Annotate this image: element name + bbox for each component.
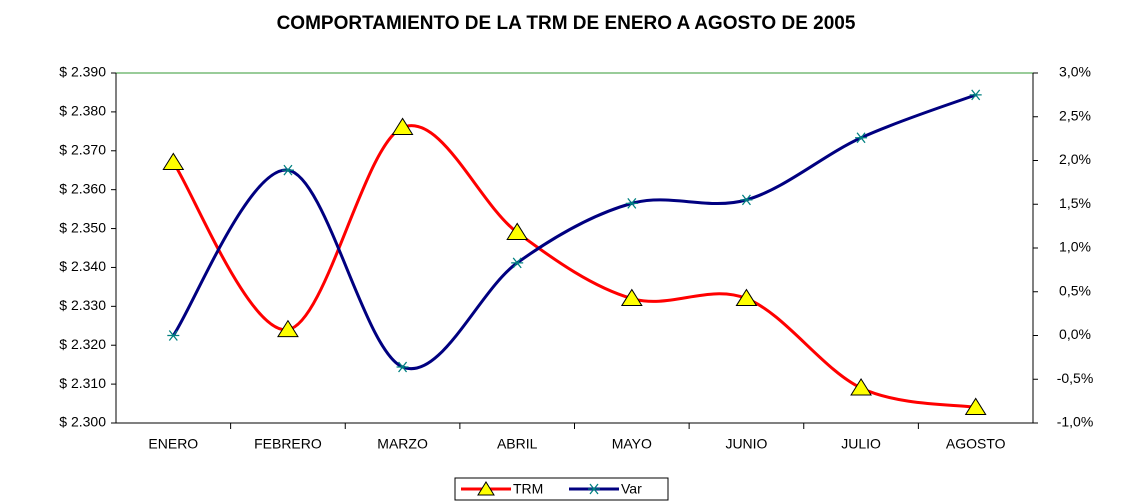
x-tick-label: MAYO (612, 436, 652, 452)
x-tick-label: JUNIO (725, 436, 767, 452)
marker-triangle (277, 319, 299, 338)
y2-tick-label: 1,5% (1059, 195, 1091, 211)
y2-tick-label: 2,0% (1059, 151, 1091, 167)
y-tick-label: $ 2.360 (59, 180, 106, 196)
marker-asterisk (396, 361, 409, 373)
y2-tick-label: 0,0% (1059, 326, 1091, 342)
y2-tick-label: 0,5% (1059, 282, 1091, 298)
chart-title: COMPORTAMIENTO DE LA TRM DE ENERO A AGOS… (277, 13, 856, 34)
y-tick-label: $ 2.300 (59, 414, 106, 430)
marker-asterisk (511, 257, 524, 269)
y-tick-label: $ 2.320 (59, 336, 106, 352)
marker-triangle (850, 378, 872, 396)
marker-triangle (964, 397, 987, 415)
x-tick-label: ENERO (148, 436, 198, 452)
marker-asterisk (281, 164, 294, 176)
legend-label: Var (621, 481, 642, 497)
marker-triangle (391, 117, 414, 135)
y-tick-label: $ 2.350 (59, 219, 106, 235)
legend-box (454, 477, 669, 501)
y2-tick-label: 2,5% (1059, 107, 1091, 123)
marker-asterisk (855, 132, 868, 144)
marker-triangle (620, 288, 643, 307)
x-tick-label: AGOSTO (946, 436, 1006, 452)
series-line (172, 124, 976, 409)
marker-triangle (162, 152, 185, 170)
x-tick-label: FEBRERO (254, 436, 322, 452)
legend-marker (588, 483, 600, 495)
y-tick-label: $ 2.340 (59, 258, 106, 274)
marker-triangle (735, 288, 758, 307)
marker-asterisk (167, 330, 180, 341)
y-tick-label: $ 2.310 (59, 375, 106, 391)
marker-asterisk (969, 89, 982, 101)
x-tick-label: MARZO (377, 436, 428, 452)
y2-tick-label: -1,0% (1057, 414, 1094, 430)
y2-tick-label: -0,5% (1057, 370, 1094, 386)
y-tick-label: $ 2.390 (59, 64, 106, 80)
y2-tick-label: 1,0% (1059, 239, 1091, 255)
marker-asterisk (625, 197, 638, 209)
y-tick-label: $ 2.330 (59, 297, 106, 313)
legend-label: TRM (513, 481, 543, 497)
y-tick-label: $ 2.370 (59, 141, 106, 157)
marker-asterisk (740, 194, 753, 206)
y-tick-label: $ 2.380 (59, 103, 106, 119)
x-tick-label: ABRIL (497, 436, 538, 452)
x-tick-label: JULIO (841, 436, 881, 452)
y2-tick-label: 3,0% (1059, 64, 1091, 80)
marker-triangle (506, 222, 529, 240)
legend-marker (477, 481, 495, 496)
